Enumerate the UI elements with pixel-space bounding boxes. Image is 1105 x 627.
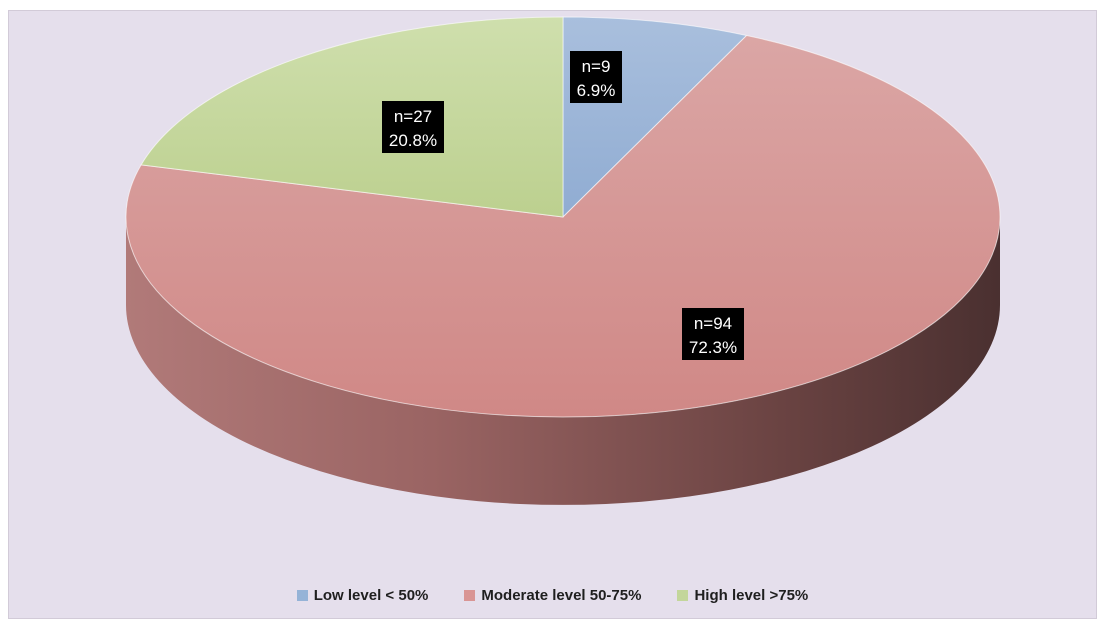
data-label-pct-high: 20.8% [389,131,437,150]
data-label-box-low [570,51,622,103]
pie-side-wall-moderate [126,217,1000,505]
data-label-n-high: n=27 [394,107,432,126]
data-label-box-high [382,101,444,153]
data-label-low: n=9 6.9% [570,51,622,103]
legend-swatch-low [296,589,308,601]
legend-label-low: Low level < 50% [313,586,429,604]
legend-label-moderate: Moderate level 50-75% [481,586,642,604]
legend: Low level < 50% Moderate level 50-75% Hi… [0,583,1105,607]
data-label-moderate: n=94 72.3% [682,308,744,360]
legend-item-moderate: Moderate level 50-75% [464,587,641,604]
pie-slice-high [140,16,564,218]
pie-slice-moderate [125,34,1001,418]
legend-label-high: High level >75% [694,586,809,604]
data-label-pct-low: 6.9% [577,81,616,100]
legend-item-low: Low level < 50% [296,586,429,604]
data-label-pct-moderate: 72.3% [689,338,737,357]
data-label-n-moderate: n=94 [694,314,732,333]
data-label-high: n=27 20.8% [382,101,444,153]
legend-swatch-high [677,589,689,601]
legend-swatch-moderate [464,589,476,601]
data-label-box-moderate [682,308,744,360]
data-label-n-low: n=9 [582,57,611,76]
legend-item-high: High level >75% [677,587,808,604]
